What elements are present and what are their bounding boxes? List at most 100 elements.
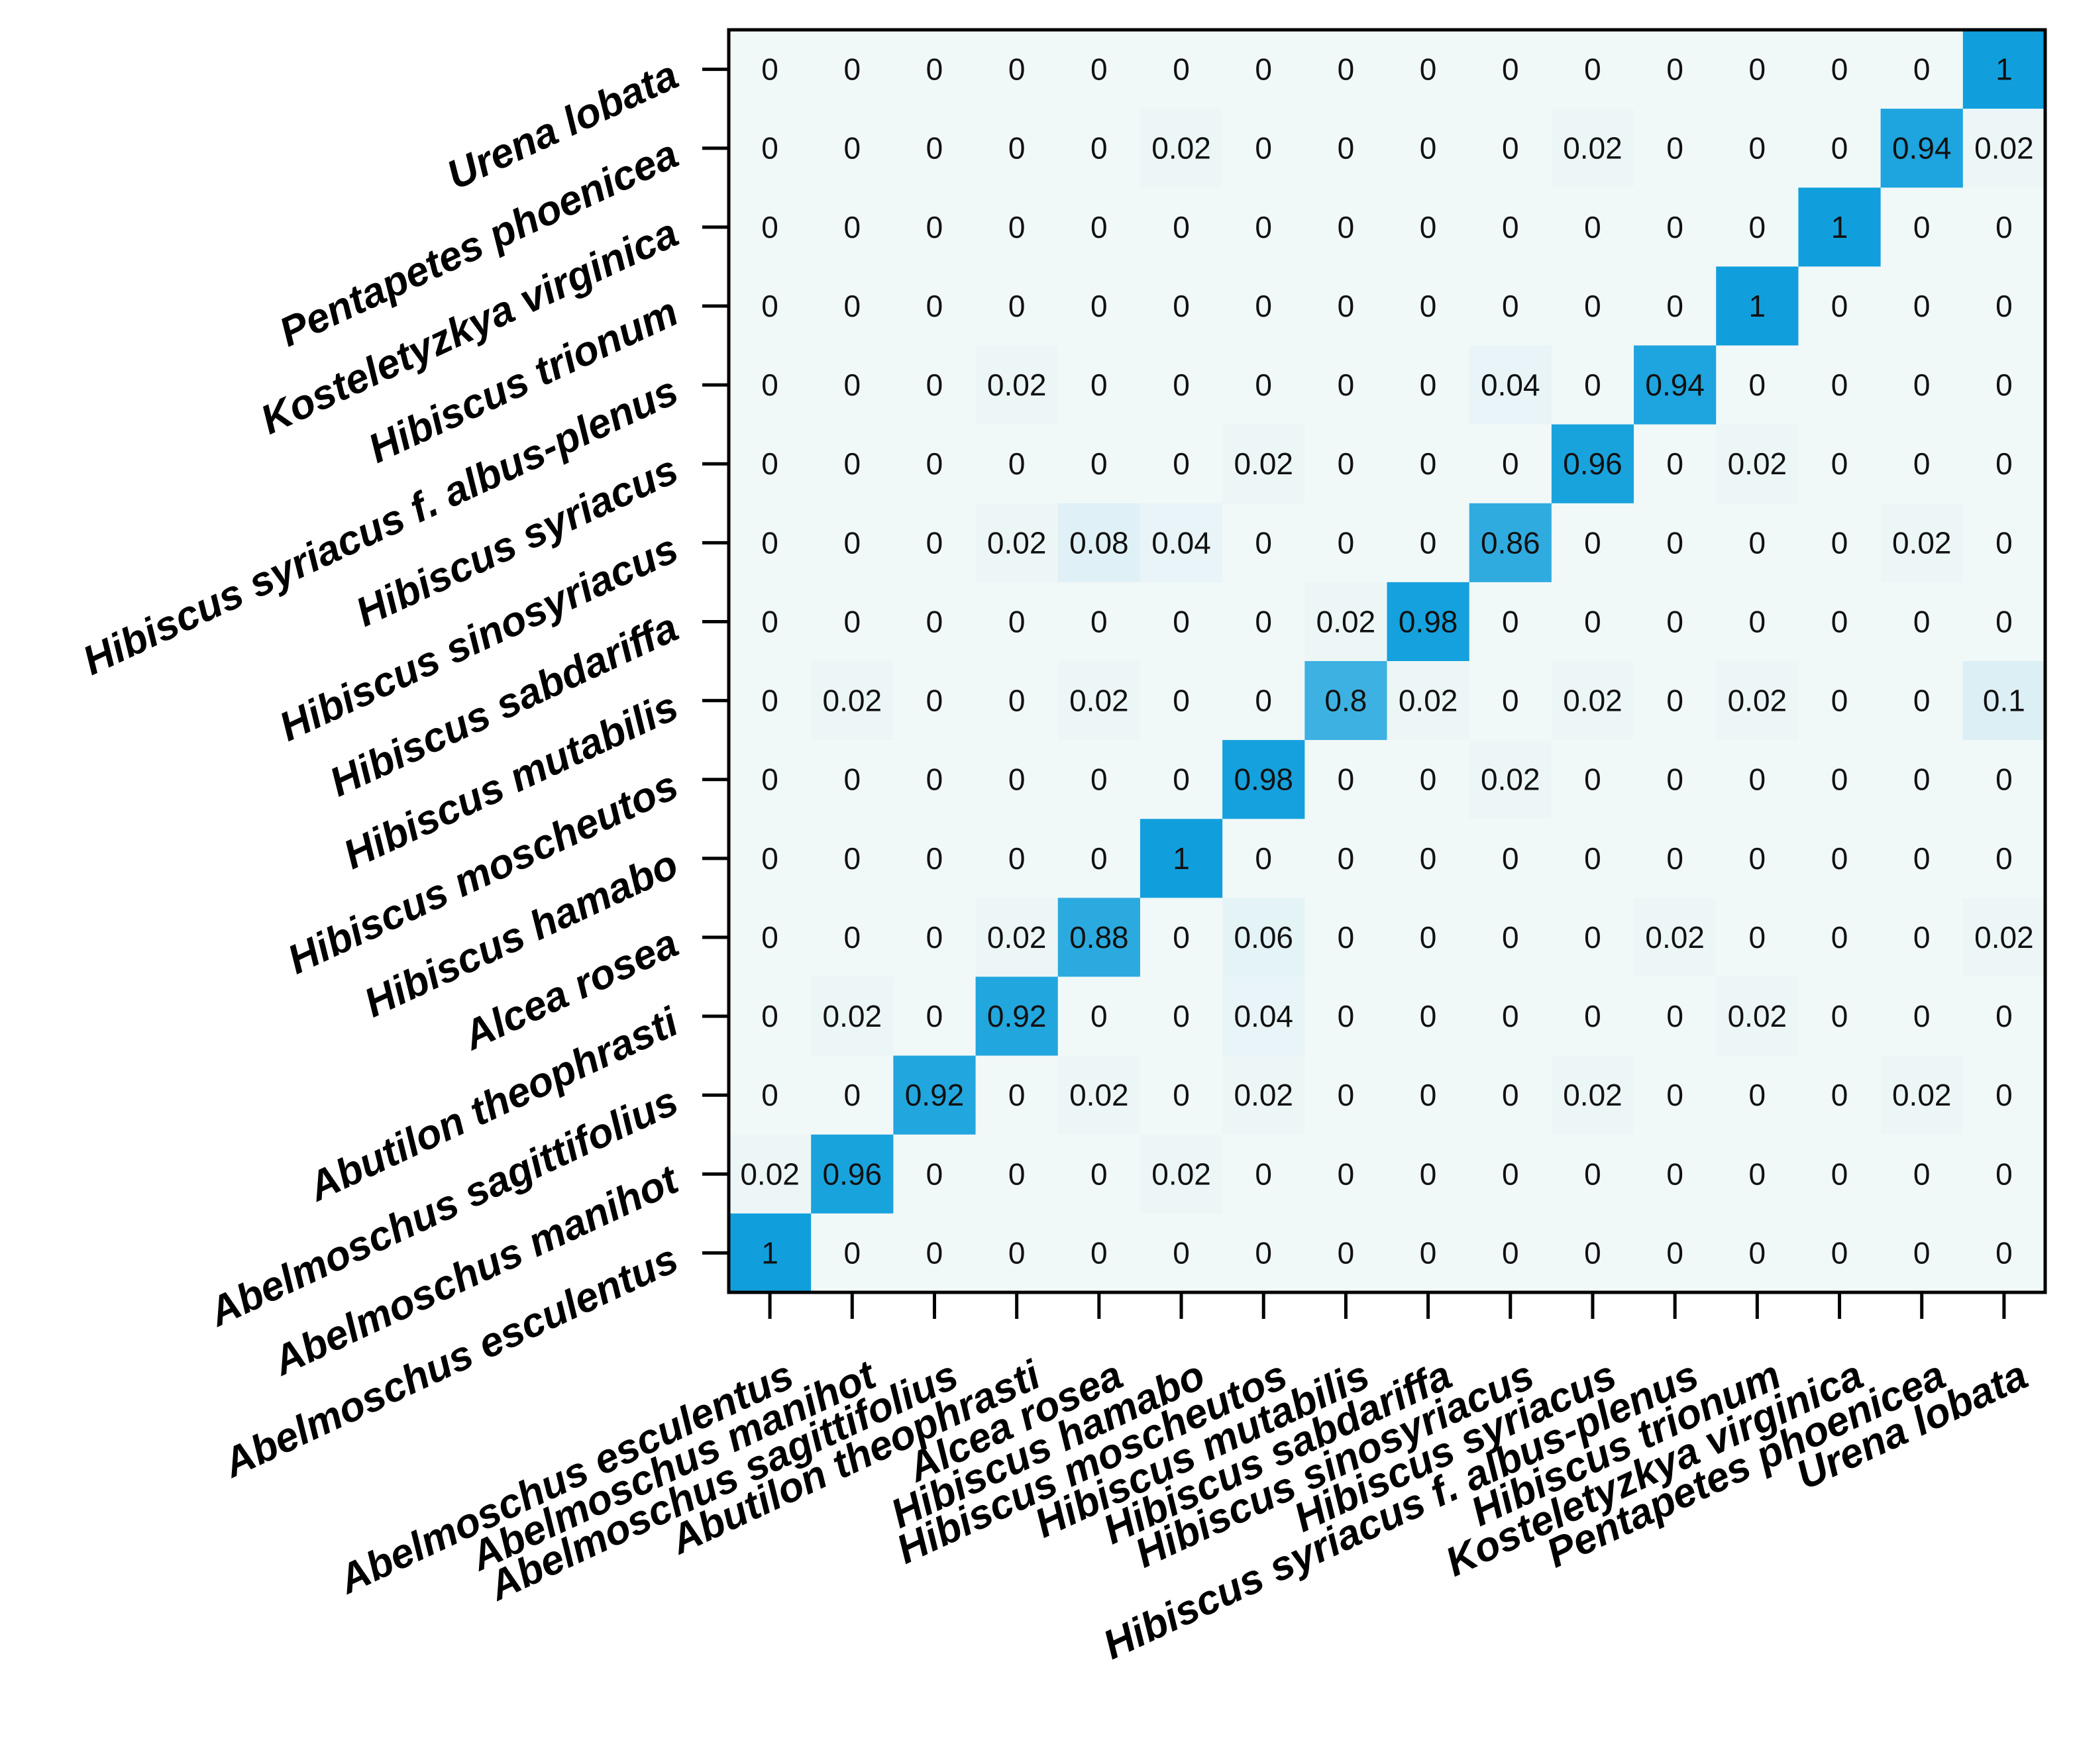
heatmap-cell [729,345,812,425]
heatmap-cell [1962,424,2046,504]
heatmap-cell [1222,503,1305,583]
heatmap-cell [1304,1055,1388,1135]
heatmap-cell [729,424,812,504]
y-axis-ticks [702,68,729,1255]
cell-value-label: 0 [1420,762,1437,797]
heatmap-cell [1551,30,1634,109]
heatmap-cell [1880,819,1964,898]
cell-value-label: 0 [761,841,778,876]
cell-value-label: 0 [1995,1078,2013,1112]
heatmap-cell [1962,740,2046,819]
heatmap-cell [1387,345,1470,425]
cell-value-label: 0 [1502,131,1519,166]
cell-value-label: 0 [1584,762,1601,797]
heatmap-cell [811,1213,894,1293]
heatmap-cell [975,266,1059,346]
heatmap-cell [1140,1213,1223,1293]
heatmap-cell [729,819,812,898]
cell-value-label: 0 [843,762,861,797]
heatmap-cell [893,424,977,504]
heatmap-cell [1140,345,1223,425]
heatmap-cell [1798,819,1882,898]
cell-value-label: 0 [1584,999,1601,1033]
cell-value-label: 0 [1502,446,1519,481]
heatmap-cell [1222,819,1305,898]
cell-value-label: 0 [843,446,861,481]
heatmap-cells [729,30,2046,1293]
heatmap-cell [1634,503,1717,583]
heatmap-cell [1387,898,1470,978]
cell-value-label: 0.92 [905,1078,965,1112]
cell-value-label: 0 [1913,52,1931,87]
cell-value-label: 0 [1831,1078,1848,1112]
heatmap-cell [1962,503,2046,583]
heatmap-cell [975,109,1059,188]
heatmap-cell [1880,661,1964,741]
heatmap-cell [1222,582,1305,662]
cell-value-label: 0 [1255,604,1272,639]
cell-value-label: 0 [1420,525,1437,560]
heatmap-cell [1387,424,1470,504]
cell-value-label: 0 [1995,841,2013,876]
heatmap-cell [1634,740,1717,819]
heatmap-cell [1798,109,1882,188]
cell-value-label: 0 [1420,999,1437,1033]
heatmap-cell [893,503,977,583]
cell-value-label: 0 [843,1078,861,1112]
heatmap-cell [1551,976,1634,1057]
cell-value-label: 0 [1749,762,1766,797]
heatmap-cell [1140,1055,1223,1135]
heatmap-cell [1469,661,1552,741]
cell-value-label: 0 [1420,210,1437,244]
cell-value-label: 0 [1666,210,1683,244]
heatmap-cell [1140,661,1223,741]
cell-value-label: 0 [1255,131,1272,166]
cell-value-label: 0 [1173,762,1190,797]
heatmap-cell [1551,1134,1634,1214]
cell-value-label: 1 [1749,289,1766,323]
cell-value-label: 0.02 [740,1157,800,1191]
cell-value-label: 0 [1584,1235,1601,1270]
cell-value-label: 0 [1831,920,1848,955]
cell-value-label: 0.88 [1069,920,1129,955]
cell-value-label: 0 [1173,1078,1190,1112]
cell-value-label: 0 [1584,1157,1601,1191]
heatmap-cell [1716,1134,1799,1214]
heatmap-cell [1304,345,1388,425]
heatmap-cell [1469,976,1552,1057]
cell-value-label: 1 [761,1235,778,1270]
cell-value-label: 0 [1420,1157,1437,1191]
cell-value-label: 1 [1173,841,1190,876]
cell-value-label: 0 [926,289,943,323]
cell-value-label: 0 [1338,289,1355,323]
cell-value-label: 0 [1008,1157,1026,1191]
heatmap-cell [1387,109,1470,188]
cell-value-label: 0 [1749,841,1766,876]
heatmap-cell [893,661,977,741]
cell-value-label: 0 [1338,920,1355,955]
heatmap-cell [1304,819,1388,898]
cell-value-label: 0.02 [1563,1078,1622,1112]
heatmap-cell [811,819,894,898]
cell-value-label: 0.02 [1399,684,1458,718]
heatmap-cell [1140,1134,1223,1214]
cell-value-label: 0 [761,368,778,402]
cell-value-label: 0.02 [1234,446,1293,481]
cell-value-label: 0 [1173,684,1190,718]
heatmap-cell [1057,1055,1141,1135]
cell-value-label: 0 [1913,289,1931,323]
heatmap-cell [1222,109,1305,188]
heatmap-cell [1387,1055,1470,1135]
cell-value-label: 0 [926,604,943,639]
heatmap-cell [1880,976,1964,1057]
cell-value-label: 0 [1831,52,1848,87]
heatmap-cell [729,740,812,819]
cell-value-label: 0 [1173,289,1190,323]
cell-value-label: 0 [1913,446,1931,481]
heatmap-cell [1387,819,1470,898]
heatmap-cell [1716,740,1799,819]
cell-value-label: 0 [1502,52,1519,87]
heatmap-cell [811,424,894,504]
heatmap-cell [1551,345,1634,425]
